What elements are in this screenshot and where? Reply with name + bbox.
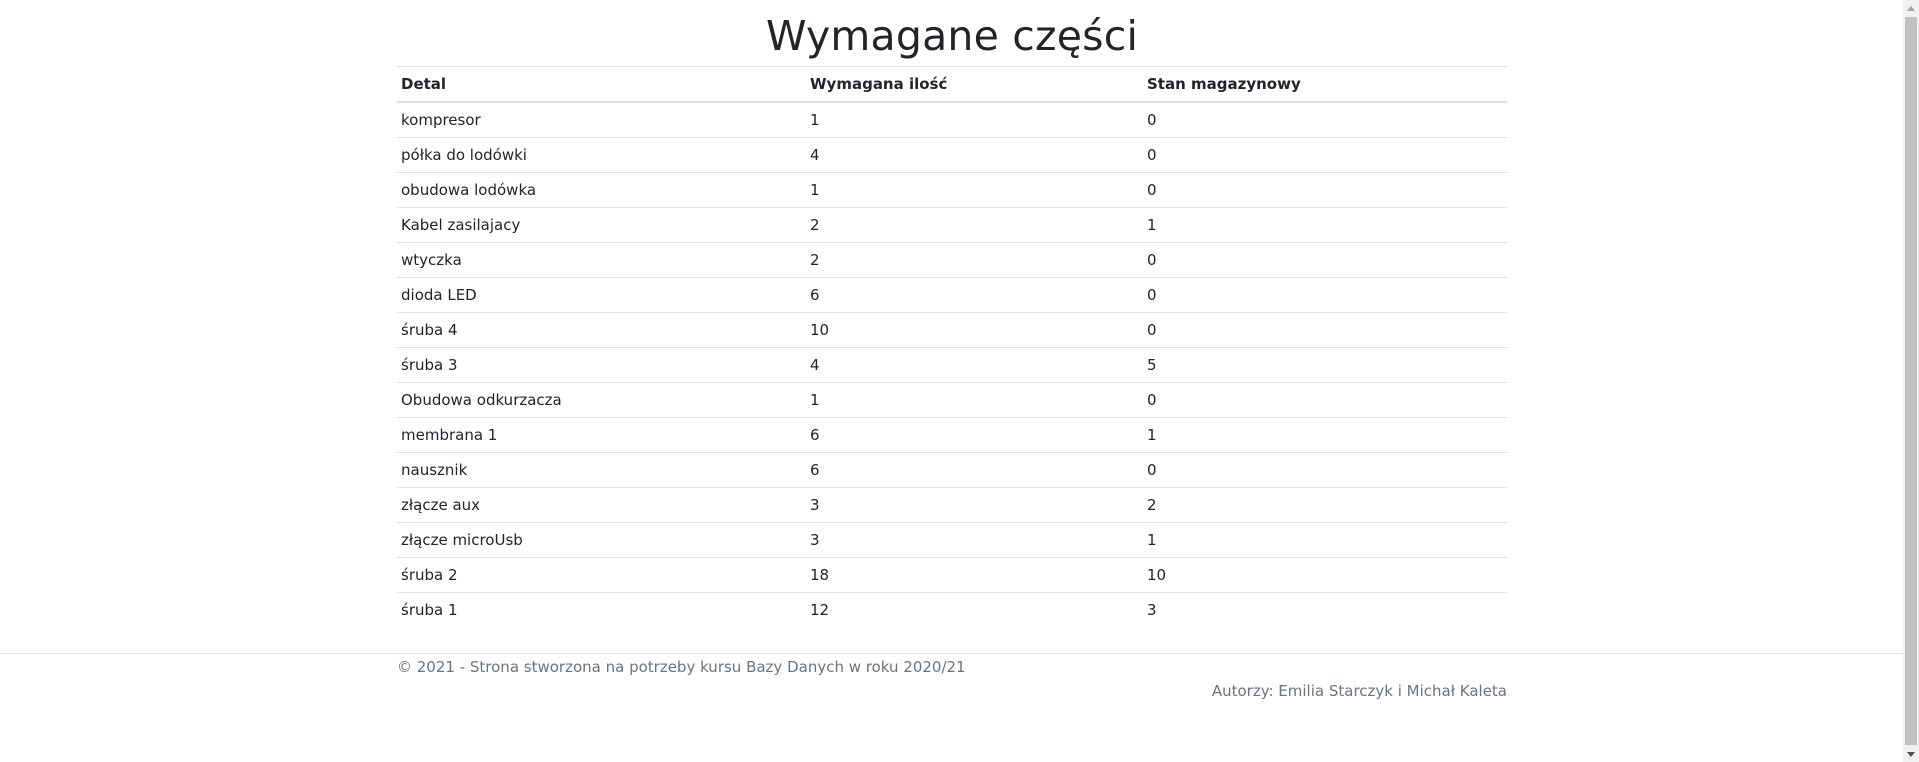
cell-detal: półka do lodówki <box>397 137 806 173</box>
cell-wymagana-ilosc: 2 <box>806 242 1143 278</box>
cell-detal: Kabel zasilajacy <box>397 207 806 243</box>
cell-detal: śruba 3 <box>397 347 806 383</box>
table-row: membrana 1 6 1 <box>397 417 1507 453</box>
table-row: kompresor 1 0 <box>397 102 1507 138</box>
cell-stan-magazynowy: 0 <box>1143 137 1507 173</box>
cell-detal: śruba 2 <box>397 557 806 593</box>
main-container: Wymagane części Detal Wymagana ilość Sta… <box>397 0 1507 627</box>
cell-wymagana-ilosc: 4 <box>806 137 1143 173</box>
table-row: złącze microUsb 3 1 <box>397 522 1507 558</box>
cell-wymagana-ilosc: 6 <box>806 452 1143 488</box>
cell-stan-magazynowy: 0 <box>1143 242 1507 278</box>
cell-wymagana-ilosc: 10 <box>806 312 1143 348</box>
cell-stan-magazynowy: 0 <box>1143 277 1507 313</box>
cell-wymagana-ilosc: 18 <box>806 557 1143 593</box>
vertical-scrollbar[interactable] <box>1903 0 1919 762</box>
table-header-row: Detal Wymagana ilość Stan magazynowy <box>397 66 1507 103</box>
header-stan-magazynowy: Stan magazynowy <box>1143 66 1507 103</box>
footer-container: © 2021 - Strona stworzona na potrzeby ku… <box>397 654 1507 724</box>
footer: © 2021 - Strona stworzona na potrzeby ku… <box>0 653 1903 724</box>
table-row: złącze aux 3 2 <box>397 487 1507 523</box>
cell-stan-magazynowy: 0 <box>1147 111 1157 129</box>
cell-detal: Obudowa odkurzacza <box>397 382 806 418</box>
table-row: Obudowa odkurzacza 1 0 <box>397 382 1507 418</box>
cell-stan-magazynowy: 0 <box>1143 382 1507 418</box>
cell-detal: obudowa lodówka <box>397 172 806 208</box>
cell-detal: wtyczka <box>397 242 806 278</box>
table-row: śruba 1 12 3 <box>397 592 1507 627</box>
cell-wymagana-ilosc: 1 <box>810 111 820 129</box>
scrollbar-thumb[interactable] <box>1905 17 1917 745</box>
cell-stan-magazynowy: 0 <box>1143 312 1507 348</box>
cell-wymagana-ilosc: 1 <box>806 382 1143 418</box>
table-row: Kabel zasilajacy 2 1 <box>397 207 1507 243</box>
cell-wymagana-ilosc: 4 <box>806 347 1143 383</box>
table-row: śruba 4 10 0 <box>397 312 1507 348</box>
cell-stan-magazynowy: 0 <box>1143 172 1507 208</box>
cell-wymagana-ilosc: 6 <box>806 417 1143 453</box>
cell-detal: śruba 1 <box>397 592 806 627</box>
cell-stan-magazynowy: 1 <box>1143 417 1507 453</box>
cell-detal: kompresor <box>401 111 481 129</box>
header-wymagana-ilosc: Wymagana ilość <box>806 66 1143 103</box>
cell-stan-magazynowy: 1 <box>1143 207 1507 243</box>
cell-detal: nausznik <box>397 452 806 488</box>
cell-stan-magazynowy: 5 <box>1143 347 1507 383</box>
cell-stan-magazynowy: 3 <box>1143 592 1507 627</box>
scroll-up-arrow-icon[interactable] <box>1903 0 1919 16</box>
cell-stan-magazynowy: 1 <box>1143 522 1507 558</box>
cell-detal: membrana 1 <box>397 417 806 453</box>
table-row: śruba 3 4 5 <box>397 347 1507 383</box>
cell-stan-magazynowy: 0 <box>1143 452 1507 488</box>
cell-detal: złącze microUsb <box>397 522 806 558</box>
cell-wymagana-ilosc: 3 <box>806 522 1143 558</box>
cell-detal: śruba 4 <box>397 312 806 348</box>
table-row: śruba 2 18 10 <box>397 557 1507 593</box>
table-row: wtyczka 2 0 <box>397 242 1507 278</box>
cell-wymagana-ilosc: 3 <box>806 487 1143 523</box>
cell-wymagana-ilosc: 2 <box>806 207 1143 243</box>
copyright-text: © 2021 - Strona stworzona na potrzeby ku… <box>397 658 966 676</box>
table-row: półka do lodówki 4 0 <box>397 137 1507 173</box>
cell-wymagana-ilosc: 6 <box>806 277 1143 313</box>
parts-table: Detal Wymagana ilość Stan magazynowy kom… <box>397 66 1507 627</box>
table-row: nausznik 6 0 <box>397 452 1507 488</box>
cell-stan-magazynowy: 10 <box>1143 557 1507 593</box>
authors-text: Autorzy: Emilia Starczyk i Michał Kaleta <box>1211 682 1507 700</box>
parts-table-body: kompresor 1 0 półka do lodówki 4 0 obudo… <box>397 102 1507 627</box>
cell-wymagana-ilosc: 12 <box>806 592 1143 627</box>
header-detal: Detal <box>397 66 806 103</box>
cell-stan-magazynowy: 2 <box>1143 487 1507 523</box>
table-row: obudowa lodówka 1 0 <box>397 172 1507 208</box>
cell-detal: złącze aux <box>397 487 806 523</box>
cell-detal: dioda LED <box>397 277 806 313</box>
table-row: dioda LED 6 0 <box>397 277 1507 313</box>
cell-wymagana-ilosc: 1 <box>806 172 1143 208</box>
page-title: Wymagane części <box>765 12 1139 60</box>
scroll-down-arrow-icon[interactable] <box>1903 746 1919 762</box>
